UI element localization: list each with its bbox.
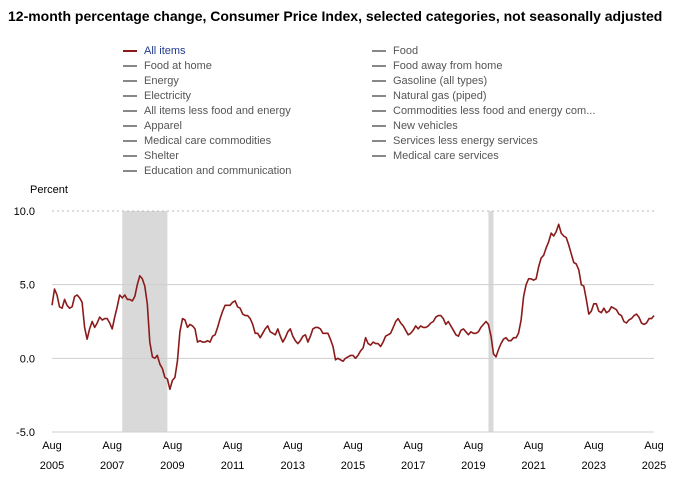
legend-label: Education and communication bbox=[144, 165, 292, 177]
legend-item-new-vehicles[interactable]: New vehicles bbox=[372, 119, 595, 134]
x-tick-label-month: Aug bbox=[163, 440, 183, 452]
legend-swatch bbox=[372, 94, 386, 97]
x-tick-label-month: Aug bbox=[343, 440, 363, 452]
x-tick-label-year: 2011 bbox=[221, 460, 245, 472]
legend-swatch bbox=[372, 139, 386, 142]
x-tick-label-month: Aug bbox=[102, 440, 122, 452]
legend-label: Gasoline (all types) bbox=[393, 75, 488, 87]
legend-item-services-less-energy-services[interactable]: Services less energy services bbox=[372, 134, 595, 149]
legend-label: Electricity bbox=[144, 90, 192, 102]
x-tick-label-year: 2005 bbox=[40, 460, 64, 472]
x-tick-label-month: Aug bbox=[283, 440, 303, 452]
legend-label: Apparel bbox=[144, 120, 182, 132]
legend-swatch bbox=[123, 94, 137, 97]
legend-label: All items less food and energy bbox=[144, 105, 291, 117]
legend-item-natural-gas-piped[interactable]: Natural gas (piped) bbox=[372, 89, 595, 104]
x-tick-label-month: Aug bbox=[584, 440, 604, 452]
x-tick-label-month: Aug bbox=[464, 440, 484, 452]
x-tick-label-year: 2009 bbox=[160, 460, 184, 472]
legend-label: Commodities less food and energy com... bbox=[393, 105, 596, 117]
legend-swatch bbox=[372, 79, 386, 82]
legend-label: Services less energy services bbox=[393, 135, 538, 147]
x-tick-label-year: 2021 bbox=[521, 460, 545, 472]
legend-item-food-at-home[interactable]: Food at home bbox=[123, 59, 291, 74]
legend-item-food[interactable]: Food bbox=[372, 44, 595, 59]
legend-item-medical-care-commodities[interactable]: Medical care commodities bbox=[123, 134, 291, 149]
x-tick-label-year: 2007 bbox=[100, 460, 124, 472]
y-axis-label: Percent bbox=[30, 184, 68, 196]
legend-label: New vehicles bbox=[393, 120, 458, 132]
legend-label: Food away from home bbox=[393, 60, 503, 72]
y-tick-label: 5.0 bbox=[20, 280, 35, 292]
x-tick-label-year: 2025 bbox=[642, 460, 666, 472]
legend-swatch bbox=[372, 124, 386, 127]
legend-swatch bbox=[372, 154, 386, 157]
legend-swatch bbox=[123, 49, 137, 52]
legend-item-medical-care-services[interactable]: Medical care services bbox=[372, 149, 595, 164]
y-tick-label: -5.0 bbox=[16, 427, 35, 439]
legend-label: Natural gas (piped) bbox=[393, 90, 487, 102]
legend-item-all-items-less-food-and-energy[interactable]: All items less food and energy bbox=[123, 104, 291, 119]
legend-label: All items bbox=[144, 45, 186, 57]
x-tick-label-month: Aug bbox=[223, 440, 243, 452]
legend-item-commodities-less-food-and-energy-com[interactable]: Commodities less food and energy com... bbox=[372, 104, 595, 119]
x-tick-label-year: 2017 bbox=[401, 460, 425, 472]
legend-label: Food at home bbox=[144, 60, 212, 72]
legend-swatch bbox=[123, 124, 137, 127]
legend-swatch bbox=[123, 139, 137, 142]
legend-label: Medical care services bbox=[393, 150, 499, 162]
x-tick-label-month: Aug bbox=[42, 440, 62, 452]
legend-column-left: All items Food at home Energy Electricity Al… bbox=[123, 44, 291, 179]
legend-swatch bbox=[123, 79, 137, 82]
legend-item-education-and-communication[interactable]: Education and communication bbox=[123, 164, 291, 179]
legend-label: Shelter bbox=[144, 150, 179, 162]
x-tick-label-year: 2015 bbox=[341, 460, 365, 472]
recession-band bbox=[488, 211, 494, 432]
x-tick-label-month: Aug bbox=[644, 440, 664, 452]
legend-item-food-away-from-home[interactable]: Food away from home bbox=[372, 59, 595, 74]
legend-item-energy[interactable]: Energy bbox=[123, 74, 291, 89]
legend-label: Medical care commodities bbox=[144, 135, 272, 147]
legend-column-right: Food Food away from home Gasoline (all typ… bbox=[372, 44, 595, 164]
legend-item-all-items[interactable]: All items bbox=[123, 44, 291, 59]
series-line-all-items bbox=[51, 223, 655, 391]
y-tick-label: 10.0 bbox=[14, 206, 35, 218]
x-tick-label-month: Aug bbox=[524, 440, 544, 452]
chart-title: 12-month percentage change, Consumer Pri… bbox=[8, 8, 663, 24]
y-tick-label: 0.0 bbox=[20, 353, 35, 365]
legend-swatch bbox=[123, 154, 137, 157]
legend-item-electricity[interactable]: Electricity bbox=[123, 89, 291, 104]
legend-swatch bbox=[372, 109, 386, 112]
legend-label: Food bbox=[393, 45, 419, 57]
legend-swatch bbox=[372, 49, 386, 52]
x-tick-label-year: 2019 bbox=[461, 460, 485, 472]
legend-swatch bbox=[123, 169, 137, 172]
x-tick-label-year: 2023 bbox=[582, 460, 606, 472]
legend-swatch bbox=[123, 64, 137, 67]
legend-label: Energy bbox=[144, 75, 179, 87]
legend-item-gasoline-all-types[interactable]: Gasoline (all types) bbox=[372, 74, 595, 89]
legend-swatch bbox=[372, 64, 386, 67]
recession-band bbox=[122, 211, 168, 432]
x-tick-label-year: 2013 bbox=[281, 460, 305, 472]
legend-swatch bbox=[123, 109, 137, 112]
legend-item-shelter[interactable]: Shelter bbox=[123, 149, 291, 164]
x-tick-label-month: Aug bbox=[403, 440, 423, 452]
legend-item-apparel[interactable]: Apparel bbox=[123, 119, 291, 134]
